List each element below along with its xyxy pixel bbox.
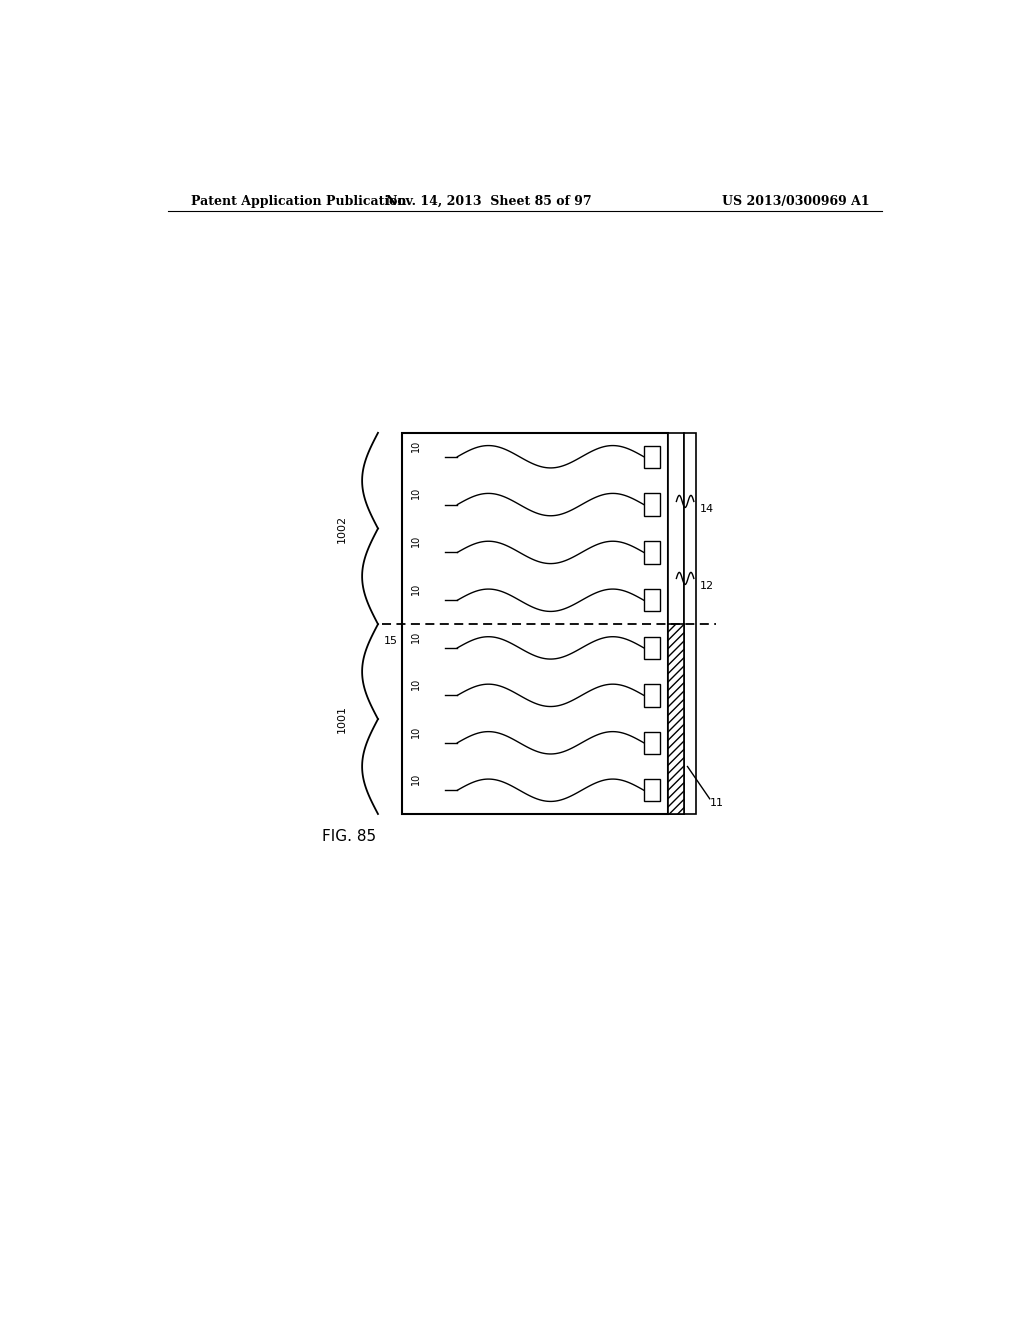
Bar bbox=[668, 624, 684, 814]
Text: 10: 10 bbox=[412, 583, 421, 595]
Text: 15: 15 bbox=[384, 636, 397, 647]
Bar bbox=[644, 589, 659, 611]
Text: Nov. 14, 2013  Sheet 85 of 97: Nov. 14, 2013 Sheet 85 of 97 bbox=[386, 194, 592, 207]
Text: 10: 10 bbox=[412, 774, 421, 785]
Text: 11: 11 bbox=[710, 797, 724, 808]
Bar bbox=[668, 433, 684, 814]
Text: 10: 10 bbox=[412, 440, 421, 451]
Text: 10: 10 bbox=[412, 487, 421, 499]
Text: US 2013/0300969 A1: US 2013/0300969 A1 bbox=[722, 194, 870, 207]
Text: 10: 10 bbox=[412, 678, 421, 690]
Text: 14: 14 bbox=[700, 504, 715, 513]
Bar bbox=[684, 433, 696, 814]
Text: 1001: 1001 bbox=[337, 705, 347, 733]
Text: Patent Application Publication: Patent Application Publication bbox=[191, 194, 407, 207]
Bar bbox=[644, 731, 659, 754]
Bar bbox=[644, 779, 659, 801]
Bar bbox=[401, 433, 668, 814]
Text: FIG. 85: FIG. 85 bbox=[323, 829, 377, 845]
Text: 10: 10 bbox=[412, 631, 421, 643]
Bar bbox=[644, 494, 659, 516]
Bar bbox=[644, 684, 659, 706]
Text: 10: 10 bbox=[412, 535, 421, 548]
Text: 10: 10 bbox=[412, 726, 421, 738]
Bar bbox=[644, 636, 659, 659]
Bar bbox=[644, 541, 659, 564]
Text: 1002: 1002 bbox=[337, 515, 347, 543]
Text: 12: 12 bbox=[700, 581, 715, 591]
Bar bbox=[644, 446, 659, 467]
Bar bbox=[668, 624, 684, 814]
